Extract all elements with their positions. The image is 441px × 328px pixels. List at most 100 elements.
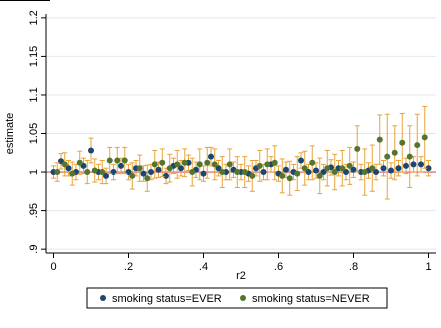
- data-point: [84, 169, 91, 176]
- data-point: [350, 166, 357, 173]
- data-point: [114, 157, 121, 164]
- data-point: [305, 169, 312, 176]
- data-series: [50, 106, 432, 200]
- data-point: [283, 166, 289, 173]
- data-point: [343, 169, 349, 176]
- data-point: [339, 165, 346, 172]
- data-point: [294, 170, 301, 177]
- data-point: [61, 161, 68, 168]
- data-point: [260, 169, 267, 176]
- x-tick-label: .8: [349, 261, 358, 273]
- data-point: [54, 169, 61, 176]
- data-point: [219, 169, 226, 176]
- data-point: [181, 159, 188, 166]
- legend: smoking status=EVER smoking status=NEVER: [86, 287, 388, 309]
- data-point: [178, 165, 184, 172]
- data-point: [204, 159, 211, 166]
- x-tick-label: 0: [50, 261, 56, 273]
- data-point: [163, 172, 169, 179]
- y-tick-label: .9: [28, 245, 40, 254]
- data-point: [144, 175, 151, 182]
- data-point: [91, 167, 98, 174]
- data-point: [215, 165, 222, 172]
- legend-label-ever: smoking status=EVER: [112, 293, 222, 305]
- data-point: [346, 162, 353, 169]
- data-point: [391, 149, 398, 156]
- data-point: [208, 153, 214, 160]
- data-point: [361, 169, 368, 176]
- data-point: [354, 145, 361, 152]
- data-point: [249, 172, 256, 179]
- data-point: [298, 157, 304, 164]
- data-point: [148, 169, 154, 176]
- x-tick-label: .2: [124, 261, 133, 273]
- data-point: [159, 159, 166, 166]
- data-point: [69, 170, 76, 177]
- data-point: [118, 162, 124, 169]
- y-tick-label: 1.15: [28, 46, 40, 67]
- y-tick-label: 1: [28, 169, 40, 175]
- data-point: [414, 142, 421, 149]
- data-point: [425, 165, 432, 172]
- y-ticks: .9 .95 1 1.05 1.1 1.15 1.2: [28, 10, 46, 254]
- data-point: [373, 169, 379, 176]
- data-point: [388, 167, 394, 174]
- data-point: [200, 170, 207, 177]
- x-axis-title: r2: [236, 270, 246, 282]
- data-point: [316, 172, 323, 179]
- data-point: [399, 139, 406, 146]
- data-point: [279, 172, 286, 179]
- legend-marker-ever: [100, 295, 106, 301]
- data-point: [313, 167, 319, 174]
- data-point: [406, 153, 413, 160]
- data-point: [421, 134, 428, 141]
- data-point: [241, 169, 248, 176]
- series-ever: [50, 137, 432, 185]
- data-point: [324, 165, 331, 172]
- data-point: [380, 165, 387, 172]
- data-point: [286, 175, 293, 182]
- legend-marker-never: [240, 295, 246, 301]
- data-point: [369, 165, 376, 172]
- data-point: [151, 161, 158, 168]
- data-point: [65, 165, 72, 172]
- x-tick-label: 1: [425, 261, 431, 273]
- data-point: [211, 161, 218, 168]
- data-point: [320, 169, 327, 176]
- data-point: [189, 169, 196, 176]
- x-ticks: 0 .2 .4 .6 .8 1: [50, 253, 432, 273]
- data-point: [110, 169, 117, 176]
- data-point: [140, 170, 147, 177]
- data-point: [88, 147, 94, 154]
- data-point: [376, 136, 383, 143]
- x-tick-label: .4: [199, 261, 208, 273]
- data-point: [99, 169, 106, 176]
- data-point: [301, 165, 308, 172]
- series-never: [54, 106, 428, 200]
- data-point: [410, 161, 417, 168]
- x-tick-label: .6: [274, 261, 283, 273]
- data-point: [234, 169, 241, 176]
- data-point: [166, 165, 173, 172]
- data-point: [331, 169, 338, 176]
- y-tick-label: 1.05: [28, 123, 40, 144]
- data-point: [418, 161, 424, 168]
- data-point: [271, 159, 278, 166]
- data-point: [103, 172, 109, 179]
- data-point: [106, 157, 113, 164]
- y-axis-title: estimate: [4, 113, 16, 155]
- data-point: [196, 161, 203, 168]
- data-point: [136, 165, 143, 172]
- top-rule: [0, 0, 50, 1]
- data-point: [309, 159, 316, 166]
- y-tick-label: .95: [28, 203, 40, 218]
- data-point: [155, 166, 162, 173]
- y-tick-label: 1.1: [28, 87, 40, 102]
- data-point: [129, 172, 136, 179]
- data-point: [256, 162, 263, 169]
- data-point: [403, 162, 409, 169]
- y-tick-label: 1.2: [28, 10, 40, 25]
- data-point: [384, 153, 391, 160]
- data-point: [76, 159, 83, 166]
